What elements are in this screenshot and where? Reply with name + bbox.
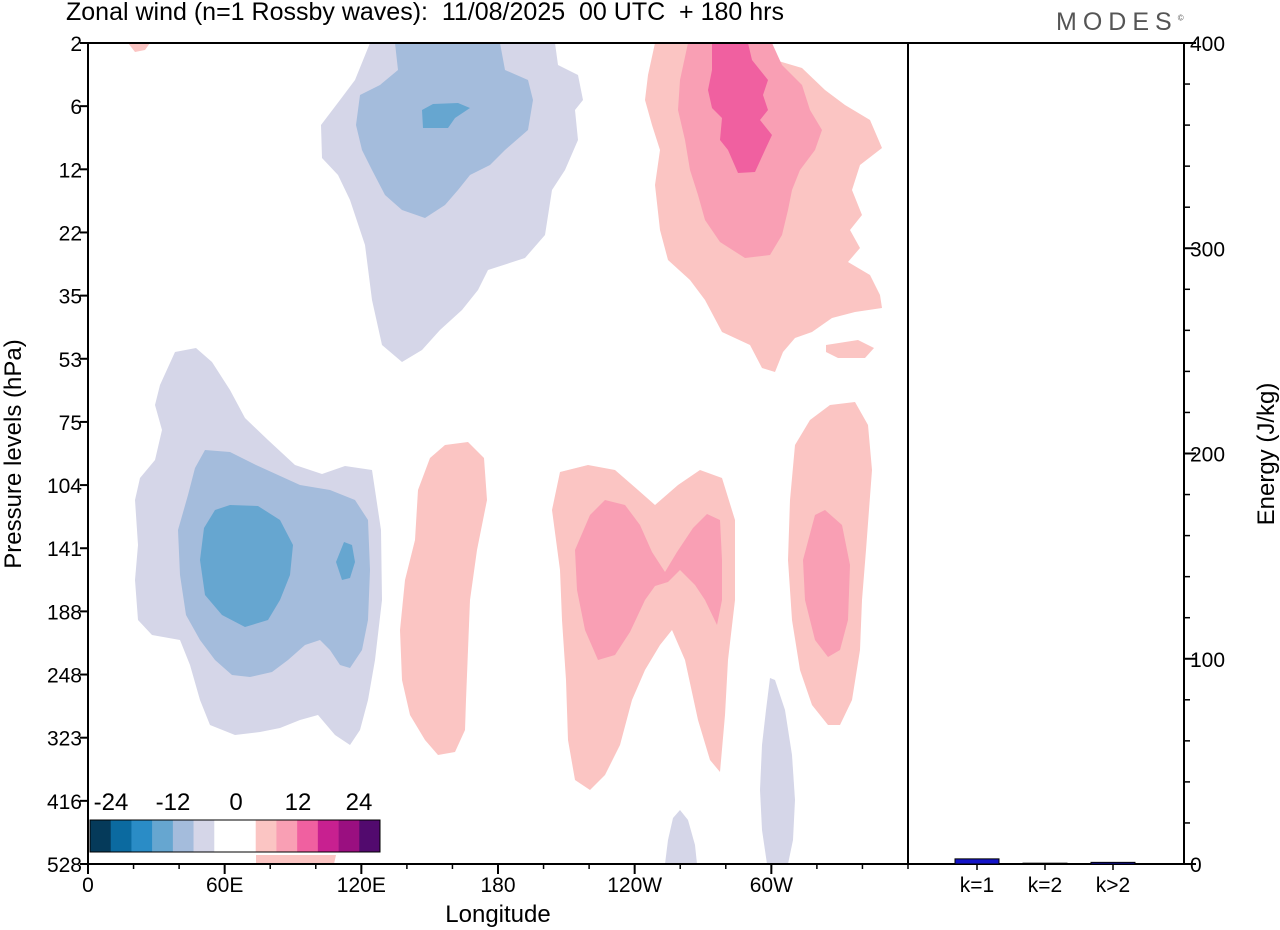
modes-logo-text: MODES bbox=[1056, 8, 1178, 36]
pressure-tick-label: 75 bbox=[59, 412, 82, 435]
pressure-tick-label: 53 bbox=[59, 349, 82, 372]
colorbar-tick-label: 12 bbox=[285, 789, 312, 816]
energy-bar-labels: k=1 k=2 k>2 bbox=[960, 864, 1130, 897]
longitude-tick-label: 60W bbox=[750, 874, 793, 897]
pressure-tick-label: 2 bbox=[70, 33, 82, 56]
longitude-tick-label: 120W bbox=[607, 874, 662, 897]
contour-pos-lower-b-core bbox=[575, 500, 722, 660]
contour-pos-upper-core bbox=[708, 43, 772, 173]
energy-bar-k=2 bbox=[1022, 862, 1068, 865]
copyright-mark: © bbox=[1177, 13, 1184, 23]
longitude-tick-label: 60E bbox=[206, 874, 243, 897]
colorbar-swatch bbox=[297, 820, 319, 852]
colorbar-swatch bbox=[359, 820, 381, 852]
colorbar-swatch bbox=[193, 820, 215, 852]
colorbar-swatch bbox=[235, 820, 257, 852]
colorbar-swatch bbox=[152, 820, 174, 852]
longitude-axis: 0 60E 120E 180 120W 60W bbox=[82, 864, 909, 897]
x-axis-title: Longitude bbox=[445, 901, 550, 928]
contour-neg-upper-core bbox=[422, 103, 470, 128]
pressure-tick-label: 22 bbox=[59, 222, 82, 245]
contour-neg-wisp-a bbox=[760, 678, 795, 864]
energy-tick-label: 100 bbox=[1190, 649, 1225, 672]
pressure-tick-label: 104 bbox=[47, 475, 82, 498]
pressure-tick-label: 528 bbox=[47, 854, 82, 877]
colorbar-swatch bbox=[214, 820, 236, 852]
contour-field bbox=[128, 43, 882, 864]
pressure-tick-label: 35 bbox=[59, 286, 82, 309]
contour-neg-lower-core-dot bbox=[336, 542, 355, 580]
colorbar-swatch bbox=[110, 820, 132, 852]
colorbar-labels: -24 -12 0 12 24 bbox=[94, 789, 373, 816]
longitude-tick-label: 0 bbox=[82, 874, 94, 897]
longitude-tick-label: 180 bbox=[480, 874, 515, 897]
energy-tick-label: 0 bbox=[1190, 854, 1202, 877]
colorbar-swatch bbox=[90, 820, 112, 852]
contour-neg-tick bbox=[128, 43, 150, 52]
contour-neg-lower-core bbox=[200, 505, 293, 627]
pressure-tick-label: 323 bbox=[47, 728, 82, 751]
contour-pos-lower-c-core bbox=[803, 510, 850, 657]
modes-logo: MODES© bbox=[1056, 8, 1184, 37]
pressure-tick-label: 12 bbox=[59, 159, 82, 182]
energy-tick-label: 400 bbox=[1190, 33, 1225, 56]
pressure-tick-label: 6 bbox=[70, 96, 82, 119]
contour-pos-lower-a bbox=[400, 442, 487, 755]
contour-pos-lower-d bbox=[256, 855, 336, 864]
colorbar-swatch bbox=[276, 820, 298, 852]
colorbar-tick-label: -12 bbox=[156, 789, 191, 816]
chart-title: Zonal wind (n=1 Rossby waves): 11/08/202… bbox=[66, 0, 784, 26]
energy-tick-label: 300 bbox=[1190, 238, 1225, 261]
colorbar-swatch bbox=[172, 820, 194, 852]
energy-bar-k=1 bbox=[954, 858, 1000, 865]
colorbar-border bbox=[89, 819, 381, 853]
colorbar-tick-label: -24 bbox=[94, 789, 129, 816]
energy-tick-label: 200 bbox=[1190, 444, 1225, 467]
colorbar-tick-label: 24 bbox=[346, 789, 373, 816]
longitude-tick-label: 120E bbox=[337, 874, 386, 897]
pressure-tick-label: 188 bbox=[47, 601, 82, 624]
pressure-tick-label: 248 bbox=[47, 665, 82, 688]
colorbar-swatch bbox=[317, 820, 339, 852]
contour-neg-upper-mid bbox=[356, 43, 533, 218]
pressure-axis: 2 6 12 22 35 53 75 104 141 188 248 323 416 528 bbox=[47, 33, 88, 877]
colorbar-tick-label: 0 bbox=[229, 789, 242, 816]
energy-axis: 0 100 200 300 400 bbox=[1184, 33, 1225, 877]
energy-category-label: k=1 bbox=[960, 874, 994, 897]
pressure-tick-label: 416 bbox=[47, 791, 82, 814]
colorbar-swatch bbox=[131, 820, 153, 852]
colorbar bbox=[89, 819, 381, 853]
colorbar-swatch bbox=[338, 820, 360, 852]
pressure-tick-label: 141 bbox=[47, 538, 82, 561]
contour-pos-lower-b bbox=[552, 465, 735, 790]
y-axis-title: Pressure levels (hPa) bbox=[0, 339, 27, 568]
contour-pos-upper-isle bbox=[826, 340, 874, 358]
colorbar-swatch bbox=[255, 820, 277, 852]
contour-neg-wisp-b bbox=[665, 810, 697, 864]
energy-bar-k>2 bbox=[1090, 861, 1136, 865]
energy-bars bbox=[954, 858, 1136, 865]
energy-axis-title: Energy (J/kg) bbox=[1253, 383, 1280, 526]
energy-category-label: k=2 bbox=[1028, 874, 1062, 897]
energy-category-label: k>2 bbox=[1096, 874, 1130, 897]
